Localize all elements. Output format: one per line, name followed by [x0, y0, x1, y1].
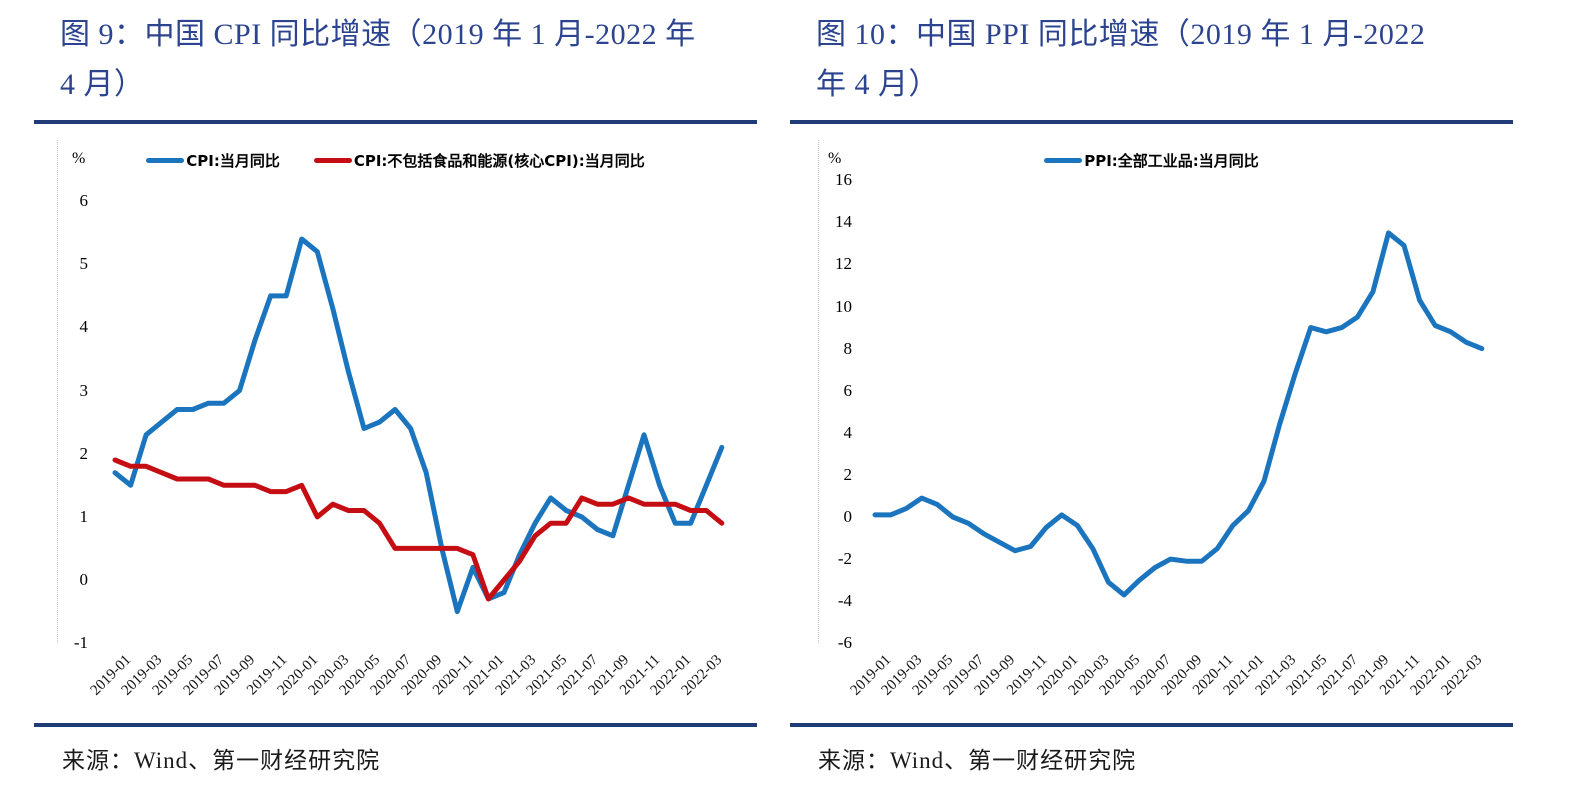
y-axis-line: [818, 140, 819, 643]
y-tick-label: 6: [843, 380, 853, 400]
chart-canvas: [112, 236, 725, 615]
legend-line-swatch: [1044, 158, 1083, 163]
figure-ppi-title: 图 10：中国 PPI 同比增速（2019 年 1 月-2022 年 4 月）: [790, 10, 1425, 110]
cpi-line-chart: % CPI:当月同比 CPI:不包括食品和能源(核心CPI):当月同比 6 5 4 3 2 1 0…: [34, 140, 757, 699]
series-line: [112, 457, 725, 602]
title-divider: [790, 120, 1513, 124]
y-tick-label: 0: [79, 570, 89, 589]
source-note: 来源：Wind、第一财经研究院: [818, 748, 1137, 773]
y-tick-label: -6: [837, 633, 852, 653]
y-tick-label: 6: [79, 191, 89, 211]
chart-divider: [34, 723, 757, 727]
y-tick-label: -1: [73, 633, 88, 653]
y-tick-label: -4: [837, 591, 852, 611]
ppi-line-chart: % PPI:全部工业品:当月同比 16 14 12 10 8 6 4 2 0 -2 -4 -6 2019-0…: [790, 140, 1513, 699]
legend-label: CPI:不包括食品和能源(核心CPI):当月同比: [353, 152, 645, 170]
legend-item: PPI:全部工业品:当月同比: [1044, 150, 1259, 171]
figure-cpi-title-line2: 4 月）: [60, 68, 145, 101]
figure-ppi-title-line2: 年 4 月）: [816, 68, 939, 101]
legend-line-swatch: [313, 158, 352, 163]
y-axis-unit: %: [828, 150, 842, 167]
figure-cpi-title-line1: 图 9：中国 CPI 同比增速（2019 年 1 月-2022 年: [60, 18, 696, 51]
y-tick-label: 0: [843, 507, 853, 526]
y-tick-label: 5: [79, 254, 89, 274]
y-tick-label: 4: [79, 317, 89, 337]
legend-label: CPI:当月同比: [186, 152, 280, 170]
figure-ppi-title-line1: 图 10：中国 PPI 同比增速（2019 年 1 月-2022: [816, 18, 1426, 51]
figure-ppi: 图 10：中国 PPI 同比增速（2019 年 1 月-2022 年 4 月） %…: [790, 0, 1513, 803]
legend-label: PPI:全部工业品:当月同比: [1084, 152, 1259, 170]
source-note: 来源：Wind、第一财经研究院: [62, 748, 381, 773]
y-tick-label: 8: [843, 338, 853, 358]
figure-cpi-title: 图 9：中国 CPI 同比增速（2019 年 1 月-2022 年 4 月）: [34, 10, 696, 110]
chart-canvas: [872, 230, 1485, 598]
y-tick-label: 1: [79, 506, 89, 526]
y-tick-label: -2: [837, 549, 852, 569]
y-tick-label: 12: [835, 254, 852, 274]
y-tick-label: 4: [843, 422, 853, 442]
series-line: [872, 230, 1485, 598]
legend-item: CPI:不包括食品和能源(核心CPI):当月同比: [313, 150, 645, 171]
chart-divider: [790, 723, 1513, 727]
title-divider: [34, 120, 757, 124]
series-line: [112, 236, 725, 615]
legend-line-swatch: [146, 158, 185, 163]
y-tick-label: 2: [843, 464, 853, 484]
chart-legend: CPI:当月同比 CPI:不包括食品和能源(核心CPI):当月同比: [34, 150, 757, 171]
y-tick-label: 3: [79, 380, 89, 400]
y-tick-label: 10: [835, 296, 852, 316]
chart-legend: PPI:全部工业品:当月同比: [790, 150, 1513, 171]
legend-item: CPI:当月同比: [146, 150, 280, 171]
y-tick-label: 14: [835, 212, 852, 232]
y-axis-unit: %: [72, 150, 86, 167]
y-tick-label: 16: [835, 170, 852, 190]
y-axis-line: [57, 140, 58, 643]
y-tick-label: 2: [79, 443, 89, 463]
